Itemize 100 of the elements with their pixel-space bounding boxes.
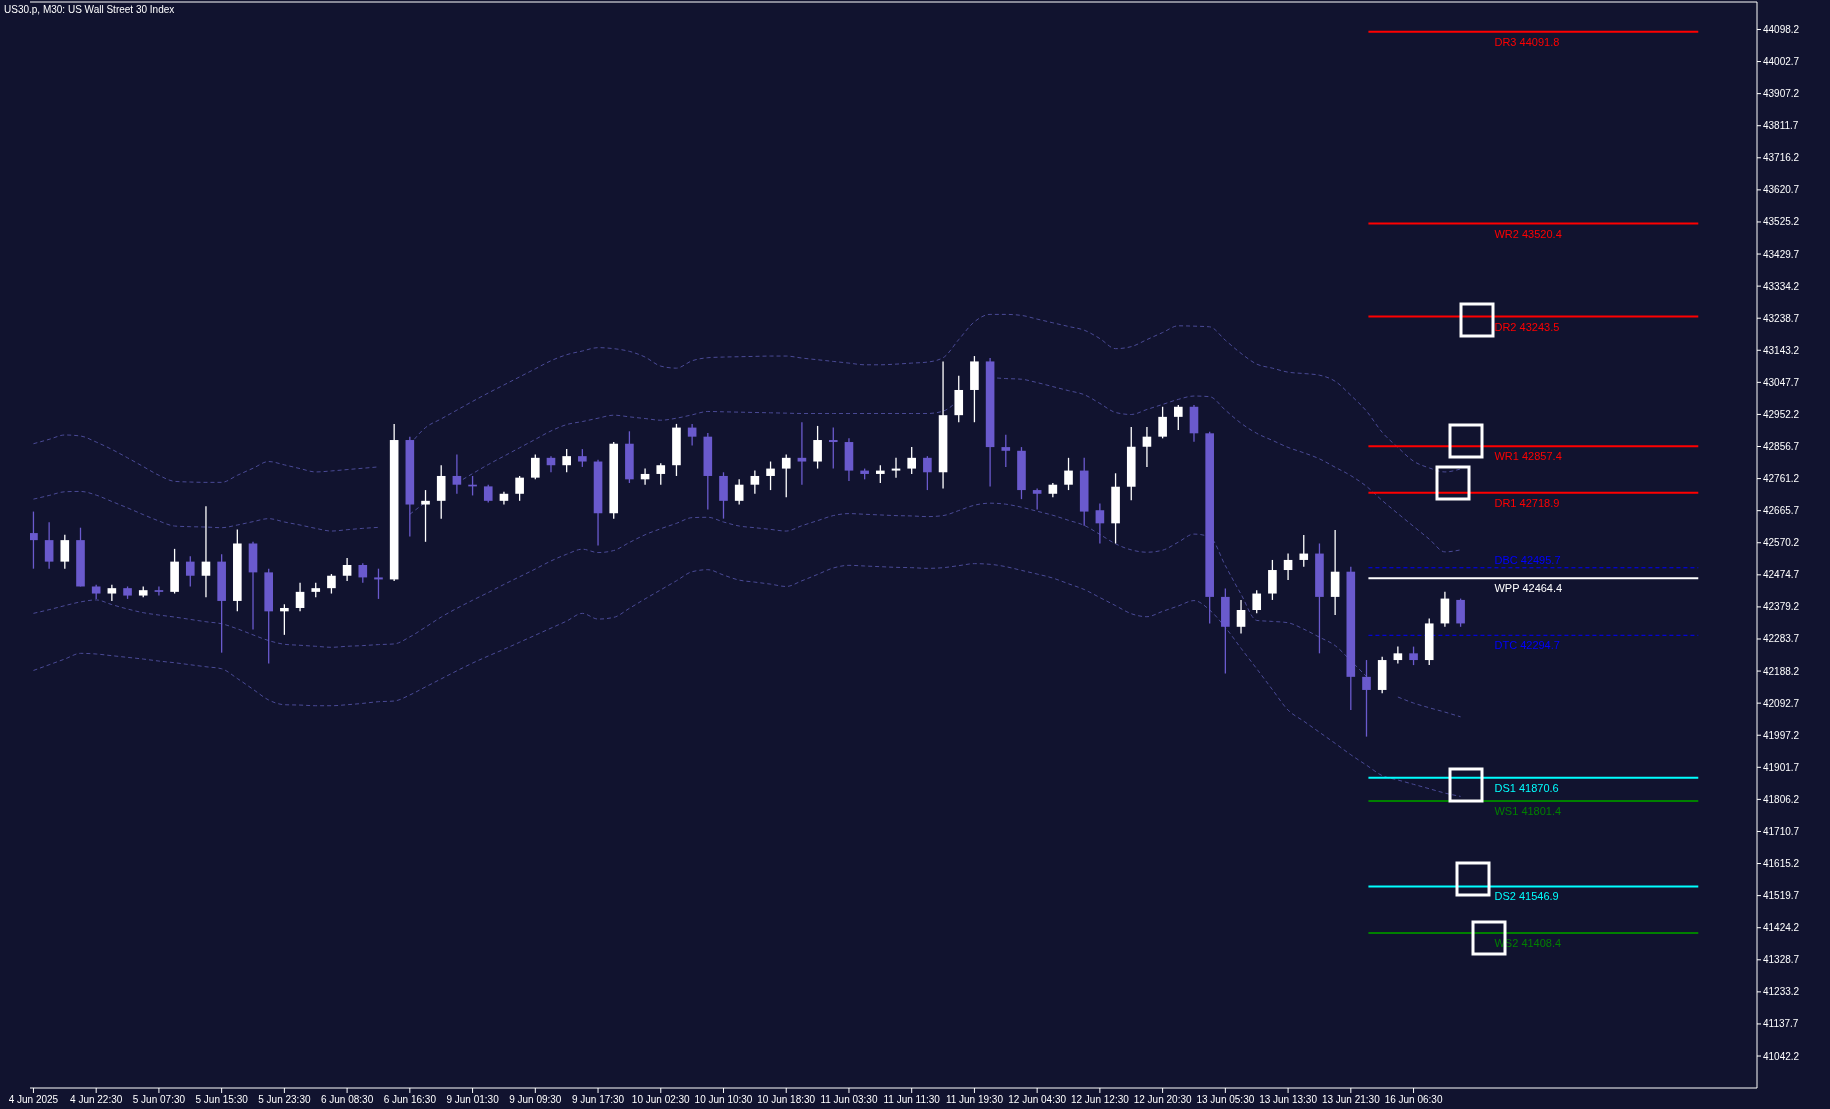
x-tick-label: 12 Jun 04:30 xyxy=(1008,1094,1067,1105)
x-tick-label: 4 Jun 2025 xyxy=(8,1094,59,1105)
candlestick xyxy=(656,462,666,486)
candlestick xyxy=(1299,534,1309,568)
candlestick xyxy=(60,534,70,570)
candlestick xyxy=(766,460,775,491)
candlestick xyxy=(891,457,901,479)
x-tick-label: 4 Jun 22:30 xyxy=(70,1094,123,1105)
y-tick-label: 41519.7 xyxy=(1763,890,1800,902)
candlestick xyxy=(828,426,838,470)
y-tick-label: 43525.2 xyxy=(1763,216,1800,228)
y-tick-label: 41710.7 xyxy=(1763,825,1800,837)
x-tick-label: 5 Jun 07:30 xyxy=(132,1094,186,1105)
ref-line-label: WR2 43520.4 xyxy=(1494,227,1562,240)
y-tick-label: 43334.2 xyxy=(1763,280,1800,292)
x-tick-label: 13 Jun 21:30 xyxy=(1321,1094,1381,1105)
y-tick-label: 41615.2 xyxy=(1763,858,1800,870)
x-tick-label: 13 Jun 05:30 xyxy=(1196,1094,1255,1105)
y-tick-label: 41233.2 xyxy=(1763,986,1800,998)
candlestick xyxy=(907,446,916,475)
x-tick-label: 11 Jun 11:30 xyxy=(883,1094,941,1105)
candlestick xyxy=(813,425,822,470)
y-tick-label: 44098.2 xyxy=(1763,23,1800,35)
y-tick-label: 42761.2 xyxy=(1763,473,1800,485)
x-tick-label: 12 Jun 20:30 xyxy=(1133,1094,1192,1105)
y-tick-label: 42570.2 xyxy=(1763,537,1800,549)
candlestick xyxy=(421,489,430,543)
candlestick xyxy=(734,478,744,506)
y-tick-label: 43907.2 xyxy=(1763,88,1800,100)
x-tick-label: 9 Jun 09:30 xyxy=(509,1094,562,1105)
y-tick-label: 43716.2 xyxy=(1763,152,1800,164)
candlestick xyxy=(923,455,932,491)
y-tick-label: 42283.7 xyxy=(1763,633,1800,645)
candlestick xyxy=(327,573,336,595)
ref-line-label: DBC 42495.7 xyxy=(1494,553,1561,566)
y-tick-label: 44002.7 xyxy=(1763,56,1800,68)
candlestick xyxy=(107,584,117,602)
candlestick xyxy=(185,555,195,588)
y-tick-label: 41042.2 xyxy=(1763,1050,1800,1062)
y-tick-label: 42188.2 xyxy=(1763,665,1800,677)
y-tick-label: 43811.7 xyxy=(1763,120,1799,132)
x-tick-label: 9 Jun 01:30 xyxy=(446,1094,500,1105)
candlestick xyxy=(1252,589,1262,615)
candlestick xyxy=(154,585,164,597)
candlestick xyxy=(1064,457,1073,491)
y-tick-label: 43047.7 xyxy=(1763,376,1800,388)
x-tick-label: 5 Jun 15:30 xyxy=(195,1094,249,1105)
y-tick-label: 42474.7 xyxy=(1763,569,1800,581)
candlestick xyxy=(515,475,524,502)
ref-line-label: DR1 42718.9 xyxy=(1494,496,1560,509)
candlestick xyxy=(687,423,697,447)
candlestick xyxy=(530,453,540,480)
candlestick xyxy=(562,448,571,473)
ref-line-label: DTC 42294.7 xyxy=(1494,639,1560,652)
candlestick xyxy=(358,562,368,584)
candlestick xyxy=(1283,552,1293,581)
y-tick-label: 43620.7 xyxy=(1763,184,1800,196)
y-tick-label: 41806.2 xyxy=(1763,793,1800,805)
y-tick-label: 43143.2 xyxy=(1763,344,1800,356)
candlestick xyxy=(781,453,791,498)
candlestick xyxy=(280,603,289,636)
candlestick xyxy=(1001,434,1011,468)
candlestick xyxy=(1173,404,1183,431)
candlestick xyxy=(1095,502,1105,545)
candlestick xyxy=(1362,659,1371,738)
y-tick-label: 41901.7 xyxy=(1763,761,1800,773)
candlestick xyxy=(750,469,760,495)
y-tick-label: 41424.2 xyxy=(1763,922,1800,934)
y-tick-label: 43238.7 xyxy=(1763,312,1800,324)
y-tick-label: 41137.7 xyxy=(1763,1018,1799,1030)
candlestick xyxy=(44,521,54,570)
candlestick xyxy=(1142,426,1152,468)
candlestick xyxy=(1268,559,1277,601)
x-tick-label: 6 Jun 16:30 xyxy=(383,1094,437,1105)
y-tick-label: 42379.2 xyxy=(1763,601,1800,613)
x-tick-label: 9 Jun 17:30 xyxy=(571,1094,625,1105)
candlestick xyxy=(452,453,462,495)
x-tick-label: 10 Jun 18:30 xyxy=(757,1094,816,1105)
chart-title: US30.p, M30: US Wall Street 30 Index xyxy=(4,4,175,15)
candlestick xyxy=(1409,645,1418,666)
x-tick-label: 5 Jun 23:30 xyxy=(258,1094,311,1105)
x-tick-label: 6 Jun 08:30 xyxy=(320,1094,374,1105)
ref-line-label: WPP 42464.4 xyxy=(1494,582,1563,595)
y-tick-label: 43429.7 xyxy=(1763,248,1800,260)
candlestick xyxy=(374,568,383,600)
ref-line-label: DS2 41546.9 xyxy=(1494,890,1559,903)
ref-line-label: DR3 44091.8 xyxy=(1494,35,1560,48)
ref-line-label: DR2 43243.5 xyxy=(1494,320,1560,333)
candlestick xyxy=(1456,597,1465,628)
y-tick-label: 42952.2 xyxy=(1763,408,1800,420)
x-tick-label: 10 Jun 10:30 xyxy=(694,1094,753,1105)
x-tick-label: 11 Jun 19:30 xyxy=(945,1094,1004,1105)
y-tick-label: 42092.7 xyxy=(1763,697,1800,709)
candlestick xyxy=(201,505,211,598)
x-tick-label: 11 Jun 03:30 xyxy=(820,1094,878,1105)
y-tick-label: 41328.7 xyxy=(1763,954,1800,966)
x-tick-label: 16 Jun 06:30 xyxy=(1384,1094,1443,1105)
candlestick xyxy=(1032,487,1042,511)
x-tick-label: 12 Jun 12:30 xyxy=(1070,1094,1130,1105)
ref-line-label: WR1 42857.4 xyxy=(1494,450,1562,463)
